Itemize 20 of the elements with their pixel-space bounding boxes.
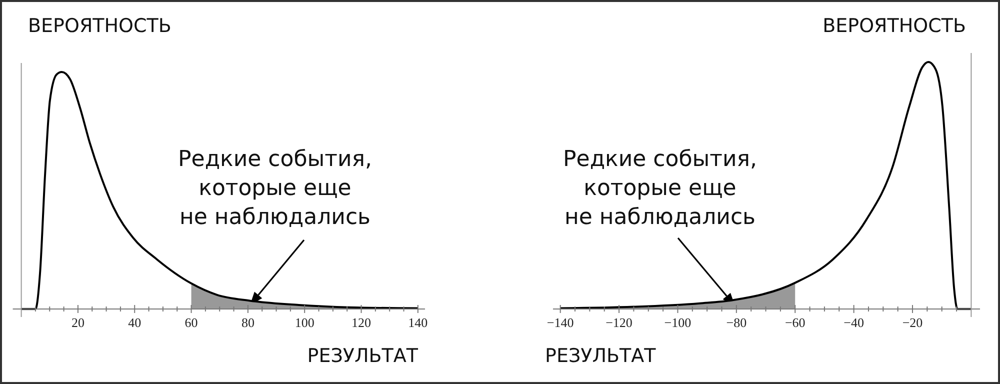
x-tick-label: 100 xyxy=(294,315,314,330)
x-tick-label: −140 xyxy=(546,315,574,330)
x-tick-label: 60 xyxy=(184,315,198,330)
x-tick-label: −20 xyxy=(902,315,923,330)
x-tick-label: −60 xyxy=(784,315,806,330)
y-axis-title: ВЕРОЯТНОСТЬ xyxy=(822,15,966,37)
x-tick-label: 20 xyxy=(71,315,84,330)
x-tick-label: 40 xyxy=(128,315,142,330)
x-tick-label: 140 xyxy=(408,315,428,330)
x-tick-label: 80 xyxy=(241,315,254,330)
y-axis-title: ВЕРОЯТНОСТЬ xyxy=(28,15,172,37)
x-tick-label: −120 xyxy=(606,315,632,330)
annotation: Редкие события, которые еще не наблюдались xyxy=(178,147,372,230)
x-tick-label: −100 xyxy=(664,315,692,330)
x-axis-title: РЕЗУЛЬТАТ xyxy=(545,345,656,367)
annotation: Редкие события, которые еще не наблюдались xyxy=(563,147,757,230)
x-tick-label: 120 xyxy=(352,315,372,330)
x-axis-title: РЕЗУЛЬТАТ xyxy=(307,345,418,367)
x-tick-label: −80 xyxy=(726,315,747,330)
x-tick-label: −40 xyxy=(844,315,864,330)
